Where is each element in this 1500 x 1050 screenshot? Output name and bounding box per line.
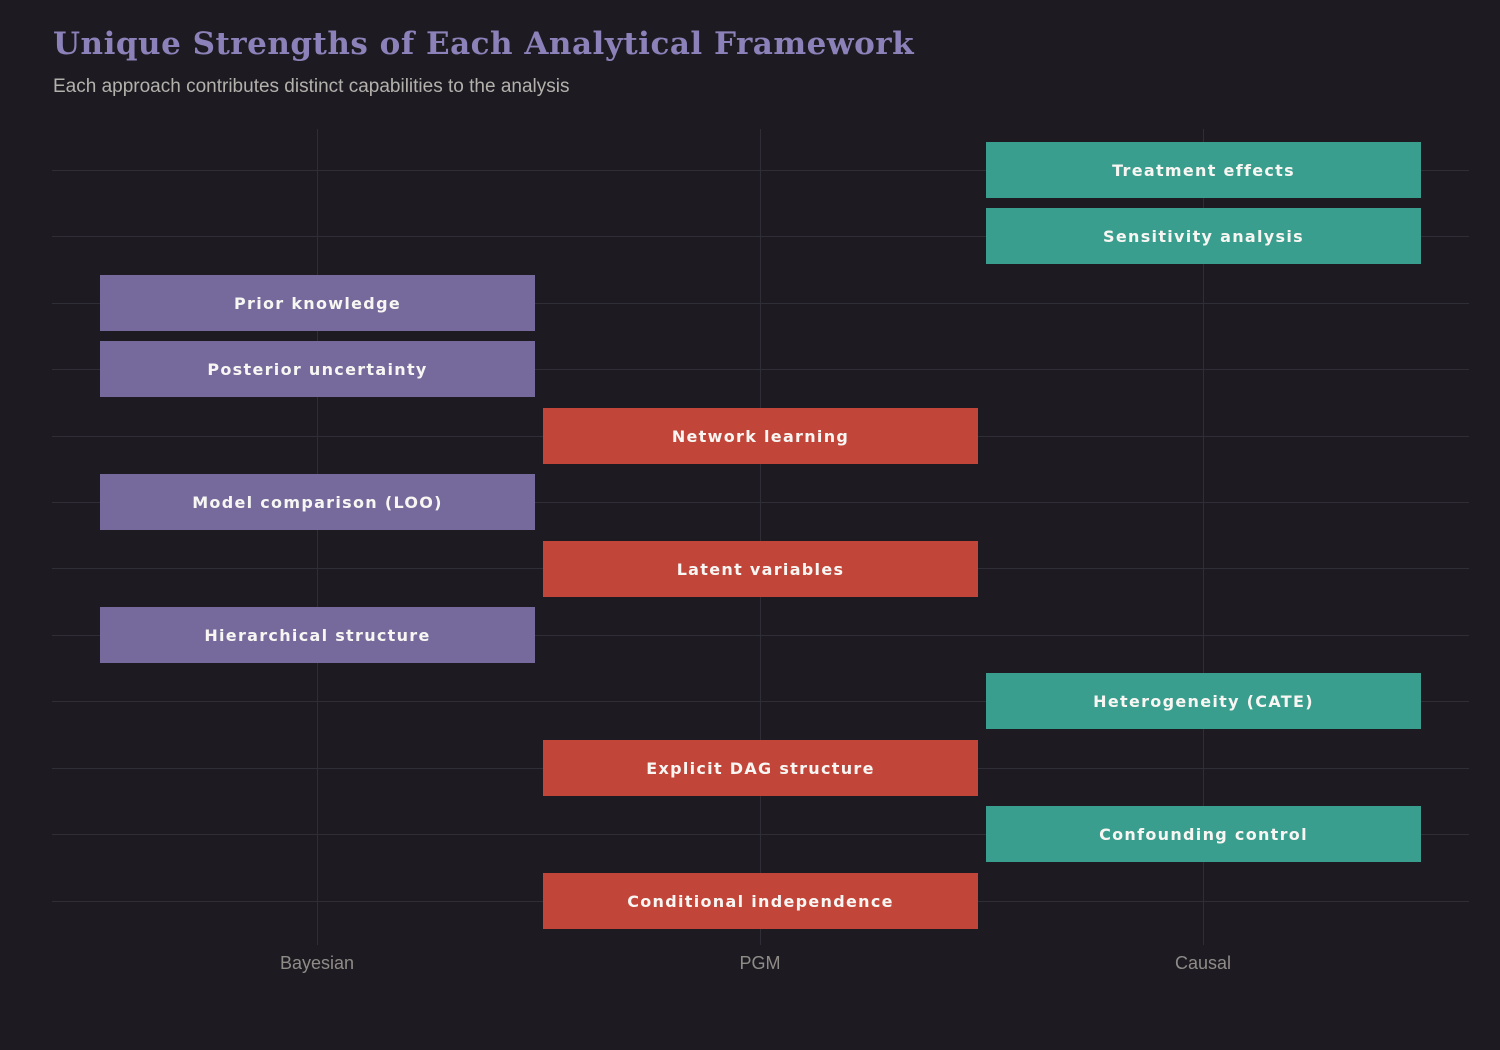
bar-posterior-uncertainty: Posterior uncertainty bbox=[100, 341, 535, 397]
bar-confounding-control: Confounding control bbox=[986, 806, 1421, 862]
bar-conditional-independence: Conditional independence bbox=[543, 873, 978, 929]
bar-network-learning: Network learning bbox=[543, 408, 978, 464]
bar-sensitivity-analysis: Sensitivity analysis bbox=[986, 208, 1421, 264]
chart-title: Unique Strengths of Each Analytical Fram… bbox=[53, 26, 915, 62]
chart-subtitle: Each approach contributes distinct capab… bbox=[53, 76, 570, 97]
bar-model-comparison-loo: Model comparison (LOO) bbox=[100, 474, 535, 530]
x-axis-label-pgm: PGM bbox=[739, 953, 781, 973]
bar-latent-variables: Latent variables bbox=[543, 541, 978, 597]
bar-hierarchical-structure: Hierarchical structure bbox=[100, 607, 535, 663]
v-gridline bbox=[317, 129, 318, 945]
v-gridline bbox=[760, 129, 761, 945]
bar-treatment-effects: Treatment effects bbox=[986, 142, 1421, 198]
x-axis-label-causal: Causal bbox=[1174, 953, 1232, 973]
x-axis-label-bayesian: Bayesian bbox=[279, 953, 355, 973]
bar-prior-knowledge: Prior knowledge bbox=[100, 275, 535, 331]
bar-heterogeneity-cate: Heterogeneity (CATE) bbox=[986, 673, 1421, 729]
v-gridline bbox=[1203, 129, 1204, 945]
bar-explicit-dag-structure: Explicit DAG structure bbox=[543, 740, 978, 796]
